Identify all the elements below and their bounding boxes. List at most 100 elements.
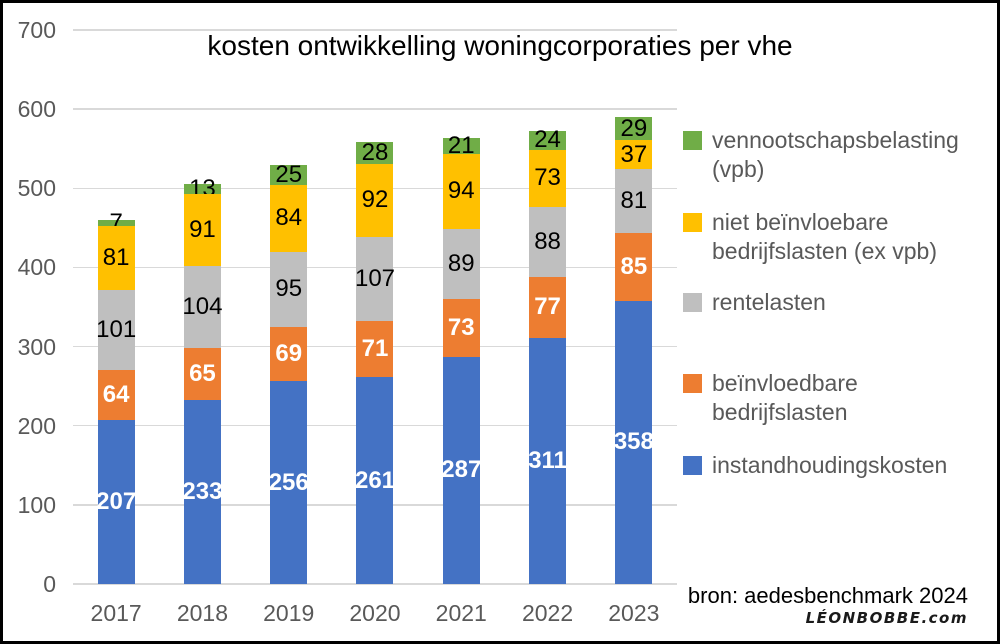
legend-label: beïnvloedbare bedrijfslasten <box>712 370 858 425</box>
legend-item: niet beïnvloebare bedrijfslasten (ex vpb… <box>683 208 973 266</box>
bar-segment: 95 <box>270 251 308 327</box>
bar-segment: 101 <box>96 289 137 370</box>
x-axis-tick-label: 2017 <box>90 600 142 626</box>
bar-value-label: 29 <box>620 114 648 142</box>
bar-column: 311 77 88 73 24 <box>504 30 590 584</box>
legend-label: rentelasten <box>712 289 826 315</box>
y-axis-tick-label: 300 <box>17 333 56 360</box>
bar-value-label: 69 <box>275 340 303 368</box>
x-axis-tick-label: 2018 <box>176 600 228 626</box>
bar-value-label: 104 <box>182 293 223 321</box>
bar-segment: 28 <box>356 140 394 164</box>
bar-segment: 88 <box>529 207 567 277</box>
y-axis-tick-label: 400 <box>17 254 56 281</box>
bar-segment: 92 <box>356 163 394 237</box>
x-axis-tick-label: 2023 <box>608 600 660 626</box>
bar-value-label: 89 <box>447 249 475 277</box>
bar-column: 207 64 101 81 7 <box>73 30 159 584</box>
bar-value-label: 92 <box>361 186 389 214</box>
bar-value-label: 95 <box>275 275 303 303</box>
bar-value-label: 94 <box>447 177 475 205</box>
bar-value-label: 65 <box>189 359 216 387</box>
x-axis-tick-label: 2019 <box>263 600 315 626</box>
gridline <box>73 29 677 31</box>
chart-title: kosten ontwikkelling woningcorporaties p… <box>207 30 793 61</box>
bar-segment: 287 <box>441 356 482 584</box>
legend-label: niet beïnvloebare bedrijfslasten (ex vpb… <box>712 209 937 264</box>
bar-value-label: 37 <box>620 140 648 168</box>
plot-area: 207 64 101 81 7 233 65 104 91 13 256 69 95 84 25 261 71 1… <box>73 29 677 585</box>
legend-label: vennootschapsbelasting (vpb) <box>712 127 959 182</box>
bar-segment: 37 <box>615 140 653 170</box>
bar-value-label: 207 <box>96 488 137 516</box>
y-axis-tick-label: 700 <box>17 17 56 43</box>
bar-segment: 77 <box>529 276 567 338</box>
bar-value-label: 358 <box>613 428 654 456</box>
bar-value-label: 84 <box>275 204 303 232</box>
legend-item: vennootschapsbelasting (vpb) <box>683 126 973 184</box>
legend-item: instandhoudingskosten <box>683 451 973 480</box>
bar-value-label: 21 <box>447 132 475 159</box>
bar-column: 256 69 95 84 25 <box>246 30 332 584</box>
legend-swatch <box>683 456 702 475</box>
legend-swatch <box>683 293 702 312</box>
bar-segment: 13 <box>183 176 221 200</box>
y-axis-tick-label: 600 <box>17 96 56 123</box>
bar-value-label: 101 <box>96 315 137 343</box>
y-axis-tick-label: 100 <box>17 491 56 518</box>
bar-segment: 256 <box>268 381 309 584</box>
watermark: LÉONBOBBE.com <box>805 609 968 627</box>
bar-segment: 85 <box>615 233 653 301</box>
bar-value-label: 85 <box>620 253 648 281</box>
legend-swatch <box>683 131 702 150</box>
bar-value-label: 287 <box>441 456 482 484</box>
bar-segment: 24 <box>529 128 567 152</box>
x-axis-tick-label: 2022 <box>521 600 574 626</box>
bar-column: 358 85 81 37 29 <box>591 30 677 584</box>
bar-segment: 94 <box>442 154 480 229</box>
bar-value-label: 261 <box>354 466 396 494</box>
bar-column: 287 73 89 94 21 <box>418 30 504 584</box>
bar-segment: 25 <box>270 161 308 189</box>
bar-value-label: 73 <box>447 313 475 341</box>
legend-item: rentelasten <box>683 288 973 317</box>
bar-segment: 73 <box>442 299 480 357</box>
bar-segment: 73 <box>529 149 567 208</box>
bar-segment: 107 <box>354 236 396 322</box>
bar-value-label: 91 <box>189 215 216 243</box>
y-axis-tick-label: 500 <box>17 175 56 202</box>
bar-value-label: 81 <box>620 187 648 215</box>
bar-segment: 84 <box>270 185 308 252</box>
bar-segment: 69 <box>270 326 308 382</box>
bar-value-label: 256 <box>268 468 309 496</box>
bar-segment: 358 <box>613 300 654 584</box>
bar-value-label: 233 <box>182 477 223 505</box>
bar-segment: 311 <box>528 337 567 584</box>
y-axis-tick-label: 0 <box>43 571 56 597</box>
bar-segment: 81 <box>615 169 653 234</box>
legend-swatch <box>683 374 702 393</box>
bar-segment: 207 <box>96 420 137 584</box>
bar-value-label: 107 <box>354 264 396 292</box>
gridline <box>73 108 677 110</box>
legend-label: instandhoudingskosten <box>712 452 948 478</box>
bar-column: 233 65 104 91 13 <box>159 30 245 584</box>
bar-value-label: 25 <box>275 161 303 189</box>
gridline <box>73 583 677 585</box>
legend-swatch <box>683 213 702 232</box>
x-axis-tick-label: 2021 <box>435 600 487 626</box>
bar-value-label: 77 <box>534 293 561 321</box>
bar-value-label: 81 <box>102 243 130 271</box>
x-axis: 2017 2018 2019 2020 2021 2022 2023 <box>73 600 677 627</box>
bar-segment: 29 <box>615 114 653 142</box>
bar-segment: 91 <box>183 193 221 266</box>
bar-value-label: 88 <box>534 228 561 256</box>
source-note: bron: aedesbenchmark 2024 <box>687 583 968 608</box>
bar-value-label: 311 <box>528 446 567 474</box>
bar-segment: 233 <box>182 399 223 584</box>
bar-value-label: 71 <box>361 335 389 363</box>
bar-segment: 71 <box>356 321 394 378</box>
x-axis-tick-label: 2020 <box>349 600 401 626</box>
bar-value-label: 64 <box>102 380 130 408</box>
